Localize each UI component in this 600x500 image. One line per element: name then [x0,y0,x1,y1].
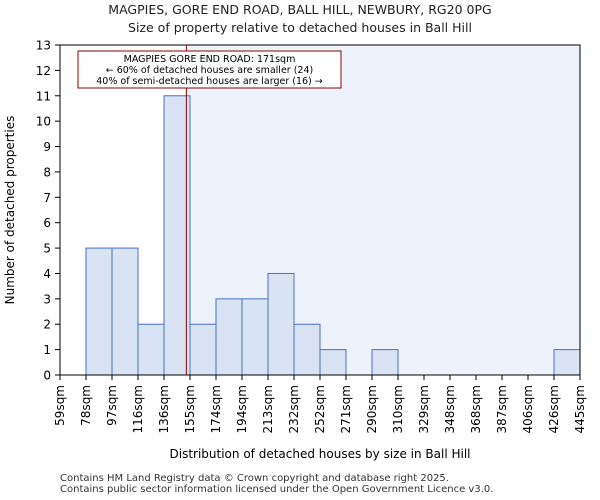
annotation-line-1: MAGPIES GORE END ROAD: 171sqm [124,54,296,65]
annotation-box: MAGPIES GORE END ROAD: 171sqm ← 60% of d… [77,50,342,89]
x-tick-label: 155sqm [183,385,197,433]
annotation-frame [77,50,342,89]
annotation-line-2: ← 60% of detached houses are smaller (24… [106,65,313,76]
chart-title: MAGPIES, GORE END ROAD, BALL HILL, NEWBU… [108,2,492,17]
bar-78sqm [85,247,113,376]
y-tick-label: 3 [43,292,51,306]
y-tick-label: 6 [43,216,51,230]
x-tick-label: 290sqm [365,385,379,433]
x-tick-label: 348sqm [443,385,457,433]
x-axis-label: Distribution of detached houses by size … [170,447,471,461]
x-axis: 59sqm 78sqm 97sqm 116sqm 136sqm 155sqm 174sqm 1… [53,375,587,433]
chart-subtitle: Size of property relative to detached ho… [128,20,472,35]
x-tick-label: 271sqm [339,385,353,433]
x-tick-label: 136sqm [157,385,171,433]
bar-174sqm [215,298,243,376]
bar-290sqm [371,349,399,376]
y-axis-label: Number of detached properties [3,116,17,305]
annotation-line-3: 40% of semi-detached houses are larger (… [96,76,323,87]
x-tick-label: 174sqm [209,385,223,433]
x-tick-label: 59sqm [53,385,67,426]
bar-232sqm [293,323,321,376]
bars-group [85,95,581,376]
y-tick-label: 13 [36,39,51,53]
y-tick-label: 2 [43,318,51,332]
x-tick-label: 310sqm [391,385,405,433]
x-tick-label: 329sqm [417,385,431,433]
y-tick-label: 4 [43,267,51,281]
bar-426sqm [553,349,581,376]
y-tick-label: 10 [36,115,51,129]
x-tick-label: 213sqm [261,385,275,433]
x-tick-label: 194sqm [235,385,249,433]
bar-136sqm [163,95,191,376]
y-tick-label: 7 [43,191,51,205]
x-tick-label: 116sqm [131,385,145,433]
x-tick-label: 387sqm [495,385,509,433]
bar-252sqm [319,349,347,376]
y-tick-label: 8 [43,165,51,179]
x-tick-label: 97sqm [105,385,119,426]
bar-116sqm [137,323,165,376]
footer-line-1: Contains HM Land Registry data © Crown c… [60,473,449,484]
footer-line-2: Contains public sector information licen… [60,484,494,495]
y-tick-label: 5 [43,242,51,256]
y-tick-label: 0 [43,369,51,383]
x-tick-label: 232sqm [287,385,301,433]
y-tick-label: 9 [43,140,51,154]
x-tick-label: 426sqm [547,385,561,433]
x-tick-label: 252sqm [313,385,327,433]
x-tick-label: 78sqm [79,385,93,426]
bar-155sqm [189,323,217,376]
x-tick-label: 445sqm [573,385,587,433]
x-tick-label: 406sqm [521,385,535,433]
y-tick-label: 1 [43,343,51,357]
y-tick-label: 12 [36,64,51,78]
bar-97sqm [111,247,139,376]
bar-194sqm [241,298,269,376]
bar-213sqm [267,272,295,376]
x-tick-label: 368sqm [469,385,483,433]
plot-frame [59,44,581,376]
y-tick-label: 11 [36,89,51,103]
